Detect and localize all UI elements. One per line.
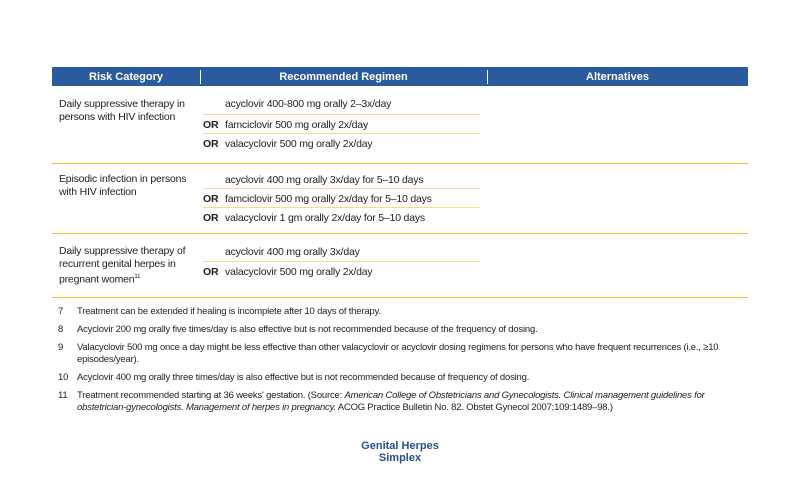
header-risk-category: Risk Category [89, 70, 163, 83]
regimen-line: OR valacyclovir 1 gm orally 2x/day for 5–… [203, 207, 480, 227]
risk-category: Daily suppressive therapy in persons wit… [59, 98, 185, 123]
regimen-line: acyclovir 400 mg orally 3x/day for 5–10 … [225, 173, 424, 186]
risk-category: Episodic infection in persons with HIV i… [59, 173, 187, 198]
header-alternatives: Alternatives [586, 70, 649, 83]
table-row: Episodic infection in persons with HIV i… [52, 164, 748, 234]
table-row: Daily suppressive therapy of recurrent g… [52, 234, 748, 298]
page-footer-title: Genital Herpes Simplex [361, 440, 439, 464]
regimen-line: OR famciclovir 500 mg orally 2x/day for 5… [203, 188, 480, 208]
footnote: 9 Valacyclovir 500 mg once a day might be… [58, 342, 719, 365]
regimen-line: OR valacyclovir 500 mg orally 2x/day [203, 133, 480, 153]
table-header: Risk Category Recommended Regimen Altern… [52, 67, 748, 86]
regimen-line: OR famciclovir 500 mg orally 2x/day [203, 114, 480, 134]
footnote: 7 Treatment can be extended if healing is… [58, 306, 381, 317]
regimen-line: acyclovir 400-800 mg orally 2–3x/day [225, 97, 392, 110]
footnotes: 7 Treatment can be extended if healing is… [58, 306, 748, 420]
risk-category: Daily suppressive therapy of recurrent g… [59, 245, 186, 286]
header-divider [487, 70, 488, 84]
table-row: Daily suppressive therapy in persons wit… [52, 86, 748, 164]
regimen-line: acyclovir 400 mg orally 3x/day [225, 245, 360, 258]
footnote: 8 Acyclovir 200 mg orally five times/day … [58, 324, 538, 335]
header-divider [200, 70, 201, 84]
footnote: 10 Acyclovir 400 mg orally three times/da… [58, 372, 530, 383]
footnote: 11 Treatment recommended starting at 36 w… [58, 390, 705, 413]
regimen-line: OR valacyclovir 500 mg orally 2x/day [203, 261, 480, 281]
header-recommended-regimen: Recommended Regimen [279, 70, 408, 83]
